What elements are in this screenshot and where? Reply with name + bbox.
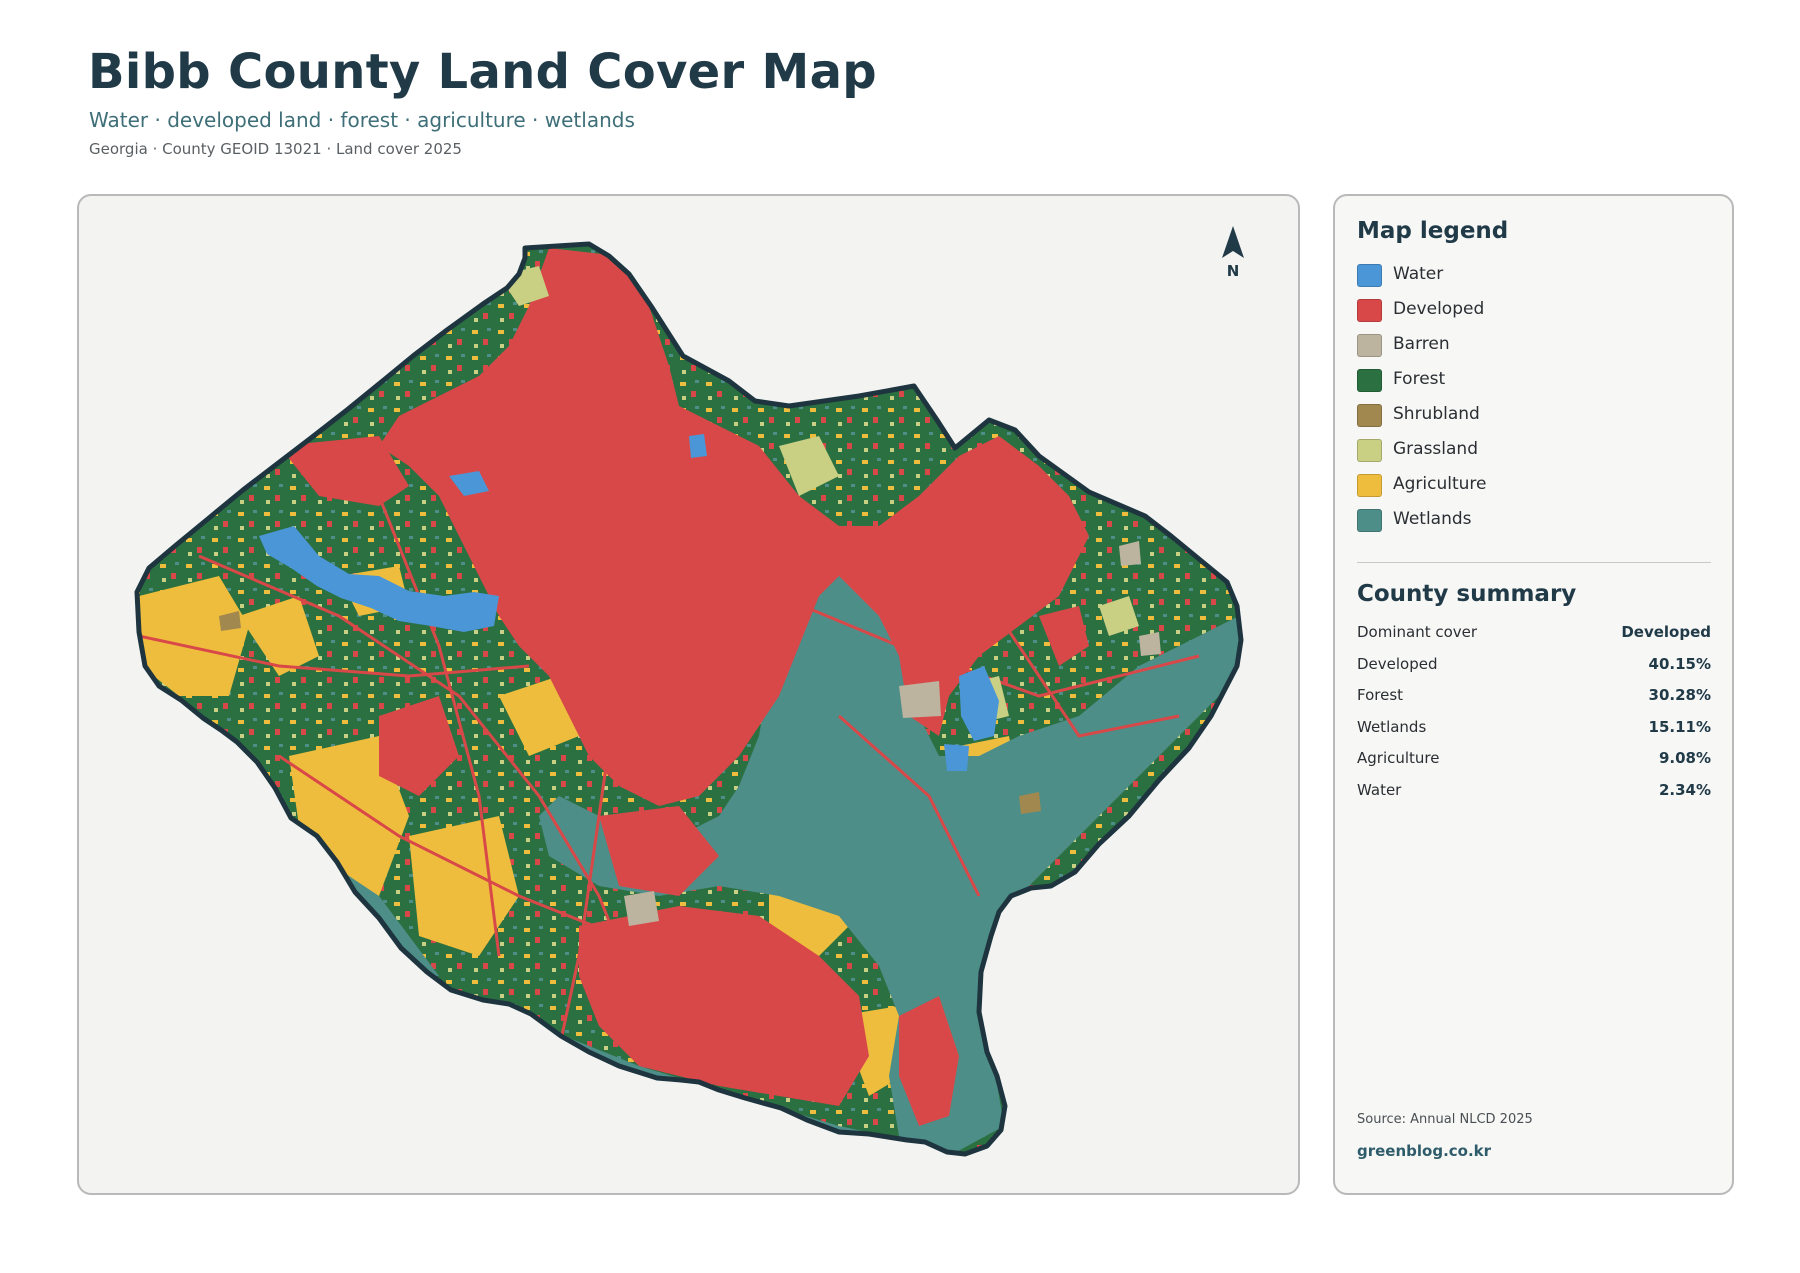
page-meta: Georgia · County GEOID 13021 · Land cove…	[89, 140, 462, 158]
map-panel[interactable]	[77, 194, 1300, 1195]
summary-value: 15.11%	[1648, 717, 1711, 736]
summary-row: Developed 40.15%	[1357, 655, 1711, 687]
source-note: Source: Annual NLCD 2025	[1357, 1112, 1533, 1127]
summary-key: Forest	[1357, 686, 1404, 704]
water-layer	[259, 434, 999, 771]
summary-row: Dominant cover Developed	[1357, 623, 1711, 655]
north-arrow: N	[1218, 224, 1248, 284]
credit-link[interactable]: greenblog.co.kr	[1357, 1142, 1492, 1160]
legend-label-developed: Developed	[1393, 299, 1485, 319]
legend-label-barren: Barren	[1393, 334, 1450, 354]
legend-swatch-barren	[1357, 334, 1382, 357]
summary-table: Dominant cover Developed Developed 40.15…	[1357, 623, 1711, 812]
legend-list: Water Developed Barren Forest Shrubland …	[1357, 264, 1717, 544]
summary-key: Wetlands	[1357, 717, 1427, 736]
legend-label-agriculture: Agriculture	[1393, 474, 1487, 494]
legend-item-developed: Developed	[1357, 299, 1717, 334]
summary-title: County summary	[1357, 581, 1577, 607]
summary-row: Wetlands 15.11%	[1357, 718, 1711, 750]
panel-divider	[1357, 562, 1711, 563]
legend-label-shrubland: Shrubland	[1393, 404, 1480, 424]
side-panel: Map legend Water Developed Barren Forest…	[1333, 194, 1734, 1195]
legend-item-water: Water	[1357, 264, 1717, 299]
legend-label-wetlands: Wetlands	[1393, 509, 1472, 529]
legend-label-forest: Forest	[1393, 369, 1446, 389]
summary-row: Water 2.34%	[1357, 781, 1711, 813]
summary-key: Dominant cover	[1357, 623, 1478, 641]
summary-row: Forest 30.28%	[1357, 686, 1711, 718]
summary-row: Agriculture 9.08%	[1357, 749, 1711, 781]
legend-swatch-agriculture	[1357, 474, 1382, 497]
shrubland-layer	[219, 611, 1041, 814]
land-cover-map[interactable]	[79, 196, 1300, 1195]
legend-swatch-grassland	[1357, 439, 1382, 462]
legend-item-forest: Forest	[1357, 369, 1717, 404]
legend-title: Map legend	[1357, 218, 1509, 244]
north-label: N	[1226, 262, 1240, 280]
developed-layer	[279, 248, 1089, 1126]
summary-value: 9.08%	[1658, 749, 1711, 767]
legend-label-water: Water	[1393, 264, 1444, 284]
north-arrow-icon	[1222, 226, 1244, 258]
page-title: Bibb County Land Cover Map	[88, 44, 877, 100]
legend-item-barren: Barren	[1357, 334, 1717, 369]
legend-item-wetlands: Wetlands	[1357, 509, 1717, 544]
barren-layer	[624, 541, 1161, 926]
summary-key: Water	[1357, 780, 1402, 799]
summary-value: 30.28%	[1648, 686, 1711, 704]
legend-swatch-developed	[1357, 299, 1382, 322]
road-network	[138, 495, 1200, 1097]
legend-item-grassland: Grassland	[1357, 439, 1717, 474]
summary-value: 40.15%	[1648, 654, 1711, 673]
legend-swatch-forest	[1357, 369, 1382, 392]
legend-item-shrubland: Shrubland	[1357, 404, 1717, 439]
summary-value: Developed	[1621, 623, 1711, 641]
summary-key: Developed	[1357, 654, 1438, 673]
summary-value: 2.34%	[1658, 780, 1711, 799]
legend-swatch-wetlands	[1357, 509, 1382, 532]
legend-label-grassland: Grassland	[1393, 439, 1478, 459]
page-subtitle: Water · developed land · forest · agricu…	[89, 108, 635, 132]
legend-swatch-water	[1357, 264, 1382, 287]
legend-item-agriculture: Agriculture	[1357, 474, 1717, 509]
legend-swatch-shrubland	[1357, 404, 1382, 427]
summary-key: Agriculture	[1357, 749, 1440, 767]
